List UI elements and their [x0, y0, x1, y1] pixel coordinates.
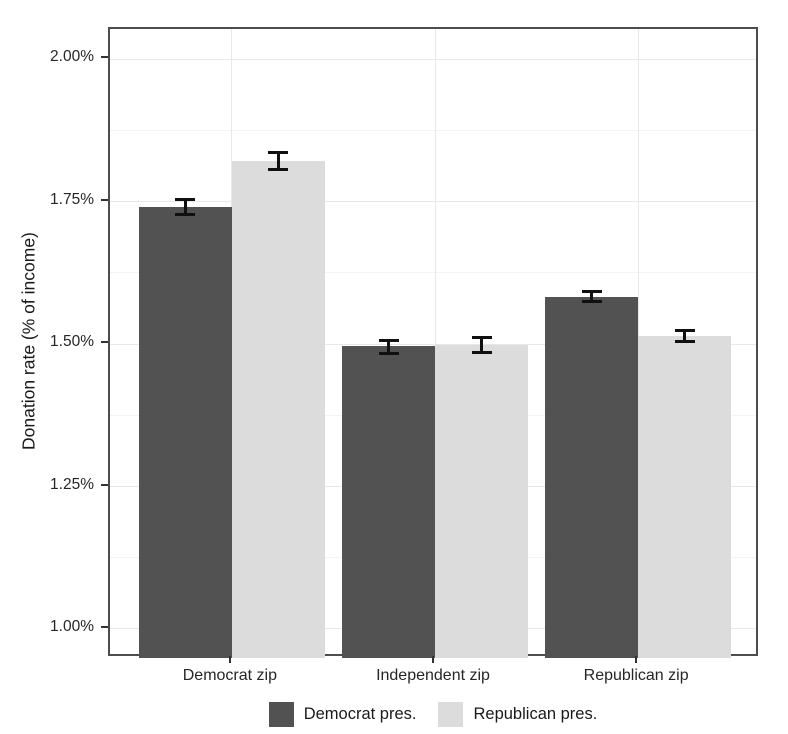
- legend-item-democrat-pres: Democrat pres.: [268, 701, 417, 727]
- bar: [138, 207, 232, 658]
- error-bar-cap: [471, 336, 492, 340]
- x-tick-label: Independent zip: [376, 667, 490, 684]
- bar: [231, 160, 325, 658]
- legend: Democrat pres. Republican pres.: [108, 697, 758, 731]
- error-bar-cap: [268, 167, 289, 171]
- h-gridline-minor: [110, 129, 756, 131]
- legend-swatch-republican-pres: [438, 701, 464, 727]
- error-bar-cap: [268, 150, 289, 154]
- error-bar-cap: [175, 213, 196, 217]
- error-bar-cap: [378, 338, 399, 342]
- y-tick: [101, 341, 108, 344]
- legend-label: Republican pres.: [473, 704, 598, 723]
- bar: [638, 336, 732, 658]
- error-bar: [480, 337, 483, 353]
- error-bar: [183, 199, 187, 215]
- y-tick: [101, 198, 108, 201]
- plot-panel: [108, 27, 758, 658]
- y-tick: [101, 56, 108, 59]
- x-tick-label: Republican zip: [583, 667, 689, 684]
- x-tick: [635, 656, 638, 663]
- x-tick: [228, 656, 231, 663]
- h-gridline-major: [110, 343, 756, 345]
- error-bar-cap: [581, 290, 602, 294]
- h-gridline-major: [110, 201, 756, 203]
- bar: [342, 346, 435, 658]
- x-tick: [432, 656, 434, 663]
- bar: [435, 344, 528, 658]
- legend-item-republican-pres: Republican pres.: [438, 701, 598, 727]
- bar: [545, 296, 639, 658]
- error-bar-cap: [471, 350, 492, 354]
- x-tick-label: Democrat zip: [182, 667, 277, 684]
- error-bar: [590, 291, 594, 302]
- error-bar: [683, 330, 687, 342]
- y-tick-label: 1.50%: [50, 333, 94, 351]
- y-tick-label: 1.25%: [50, 475, 94, 493]
- y-tick-label: 1.00%: [50, 617, 94, 635]
- y-tick: [101, 483, 108, 486]
- error-bar-cap: [674, 329, 695, 333]
- y-tick: [101, 625, 108, 628]
- error-bar-cap: [378, 351, 399, 355]
- error-bar: [387, 340, 390, 354]
- legend-label: Democrat pres.: [303, 704, 417, 723]
- h-gridline-major: [110, 58, 756, 60]
- error-bar-cap: [175, 198, 196, 202]
- v-gridline: [434, 29, 436, 654]
- error-bar-cap: [674, 339, 695, 343]
- h-gridline-minor: [110, 272, 756, 274]
- error-bar-cap: [581, 300, 602, 304]
- y-tick-label: 1.75%: [50, 190, 94, 208]
- error-bar: [276, 152, 280, 170]
- legend-swatch-democrat-pres: [268, 701, 294, 727]
- y-tick-label: 2.00%: [50, 48, 94, 66]
